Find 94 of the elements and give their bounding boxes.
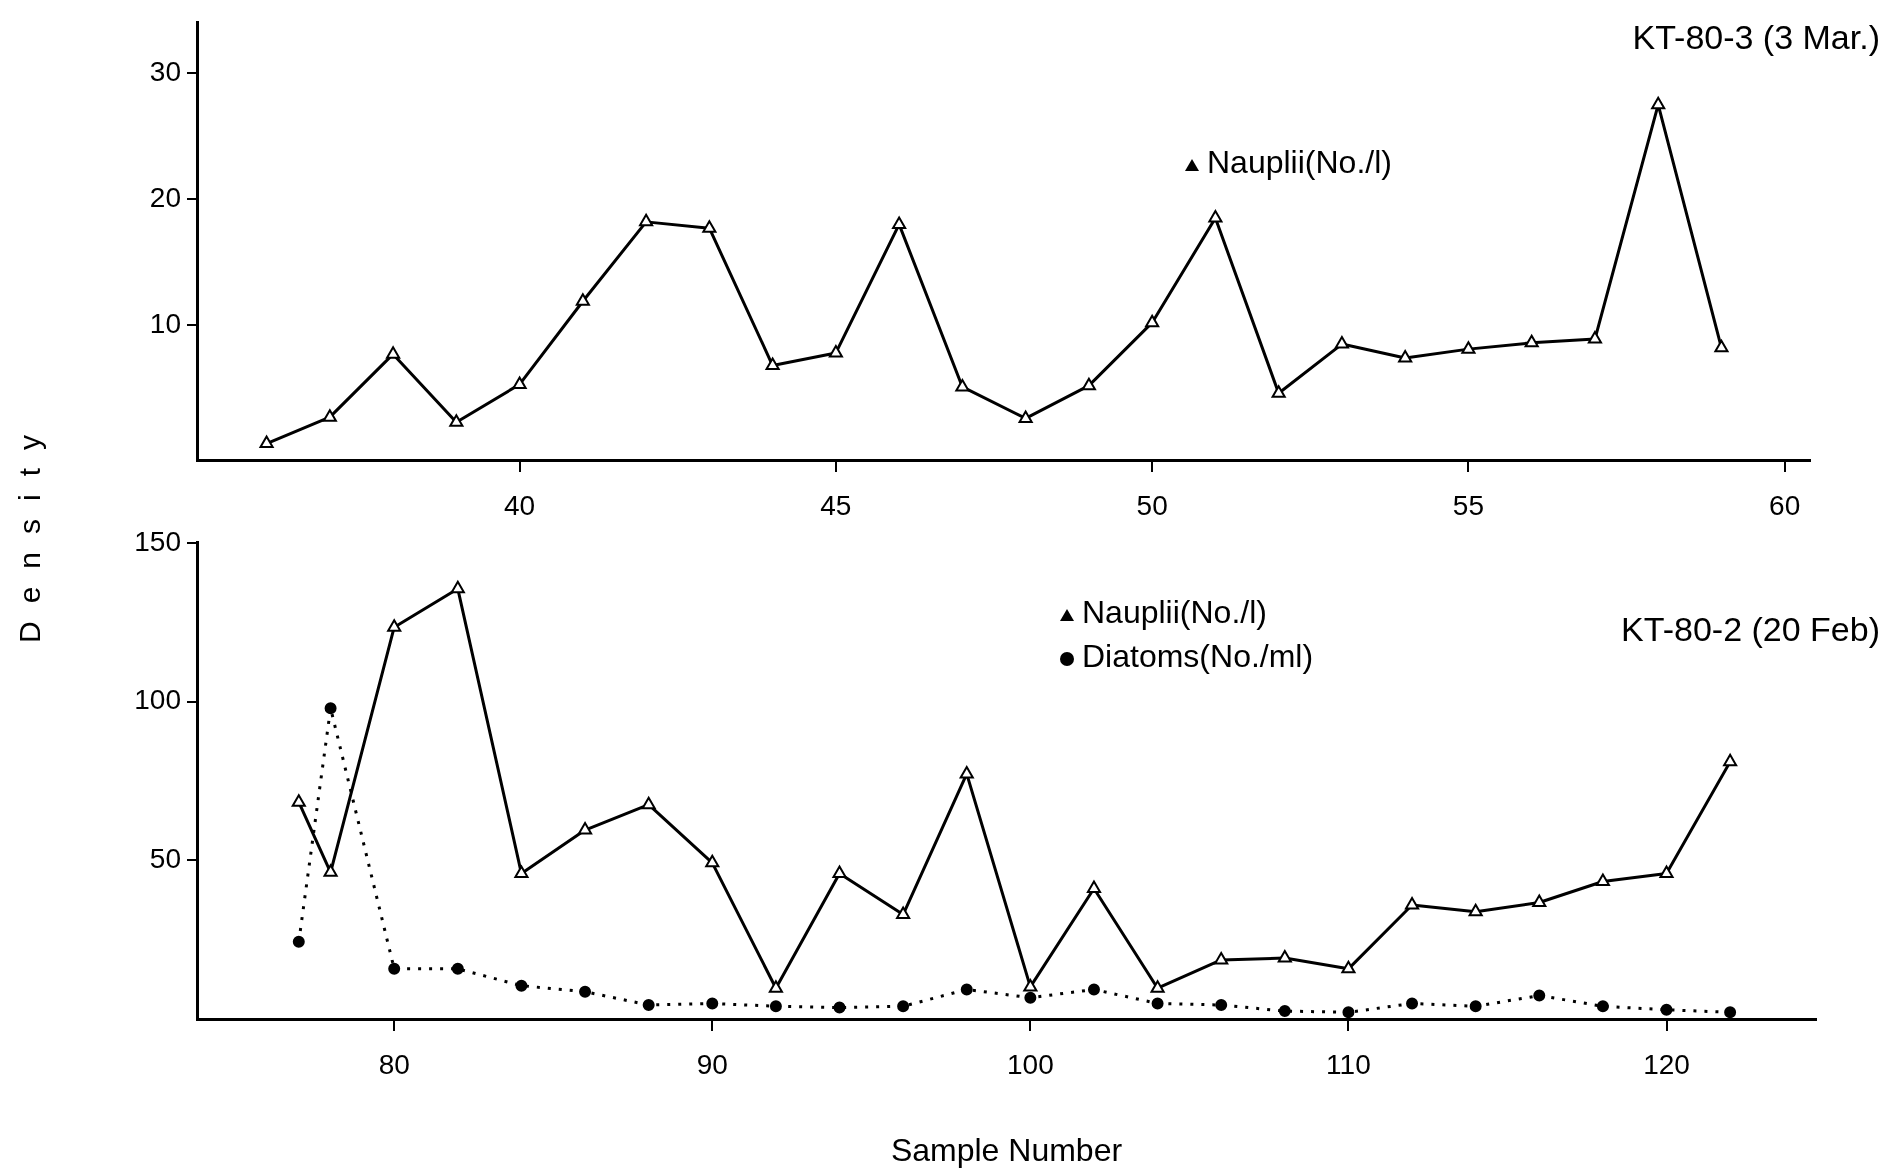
point [702,220,717,233]
point [1024,991,1037,1004]
x-tick-label: 45 [820,489,852,521]
point [1151,997,1164,1010]
point [768,980,783,993]
x-tick-label: 55 [1452,489,1484,521]
chart-title: KT-80-3 (3 Mar.) [1632,18,1880,57]
point [1087,983,1100,996]
point [1660,1003,1673,1016]
point [1334,336,1349,349]
point [1468,903,1483,917]
x-tick-label: 60 [1769,489,1801,521]
point [1398,349,1413,363]
point [1278,1005,1291,1018]
y-tick-label: 10 [149,307,181,339]
point [1724,1006,1737,1019]
point [639,213,654,227]
point [575,293,590,306]
point [291,794,306,807]
point [955,378,970,392]
x-tick-label: 50 [1136,489,1168,521]
point [259,435,274,449]
point [1461,341,1476,354]
point [1651,96,1666,110]
y-tick-label: 150 [134,525,181,557]
point [1081,377,1096,391]
point [515,979,528,992]
point [1723,753,1738,767]
point [1018,410,1033,423]
legend-label: Nauplii(No./l) [1207,144,1392,180]
point [1406,997,1419,1010]
point [1145,314,1160,328]
point [1215,999,1228,1012]
y-tick-label: 50 [149,842,181,874]
y-axis-title: Density [13,416,47,644]
point [1277,950,1292,963]
legend-label: Nauplii(No./l) [1082,594,1267,630]
point [828,344,843,358]
text: KT-80-2 (20 Feb) [1621,610,1880,649]
point [1086,880,1102,894]
y-tick-label: 20 [149,181,181,213]
y-tick-label: 100 [134,684,181,716]
point [1150,980,1165,993]
point [1342,1006,1355,1019]
x-tick-label: 100 [1007,1048,1054,1080]
point [832,865,847,879]
x-tick-label: 40 [504,489,536,521]
point [579,985,592,998]
point [386,346,401,359]
legend-label: Diatoms(No./ml) [1082,638,1314,674]
point [642,999,655,1012]
point [292,935,305,948]
point [1208,210,1223,223]
point [1532,894,1547,907]
point [1469,1000,1482,1013]
point [449,414,464,427]
point [451,962,464,975]
point [960,983,973,996]
point [577,822,593,835]
point [1714,339,1729,353]
x-tick-label: 110 [1326,1048,1371,1080]
point [959,765,974,779]
point [769,1000,782,1013]
point [892,216,907,229]
point [1587,331,1602,344]
point [896,906,911,920]
point [1533,989,1546,1002]
point [1596,1000,1609,1013]
point [641,796,656,810]
point [1524,334,1539,348]
y-tick-label: 30 [149,55,181,87]
point [450,580,465,594]
point [1023,978,1038,992]
point [1341,960,1356,974]
point [1271,385,1286,398]
point [706,997,719,1010]
point [387,619,402,632]
point [514,865,529,879]
point [322,409,337,422]
point [897,1000,910,1013]
point [1214,951,1229,965]
point [705,854,720,868]
point [1404,897,1420,910]
x-axis-title: Sample Number [890,1131,1123,1168]
point [833,1001,846,1014]
point [1595,873,1610,887]
point [323,864,338,877]
x-tick-label: 90 [696,1048,728,1080]
point [512,376,527,389]
point [388,962,401,975]
point [765,357,780,370]
point [1659,865,1674,879]
x-tick-label: 80 [378,1048,410,1080]
x-tick-label: 120 [1643,1048,1690,1080]
